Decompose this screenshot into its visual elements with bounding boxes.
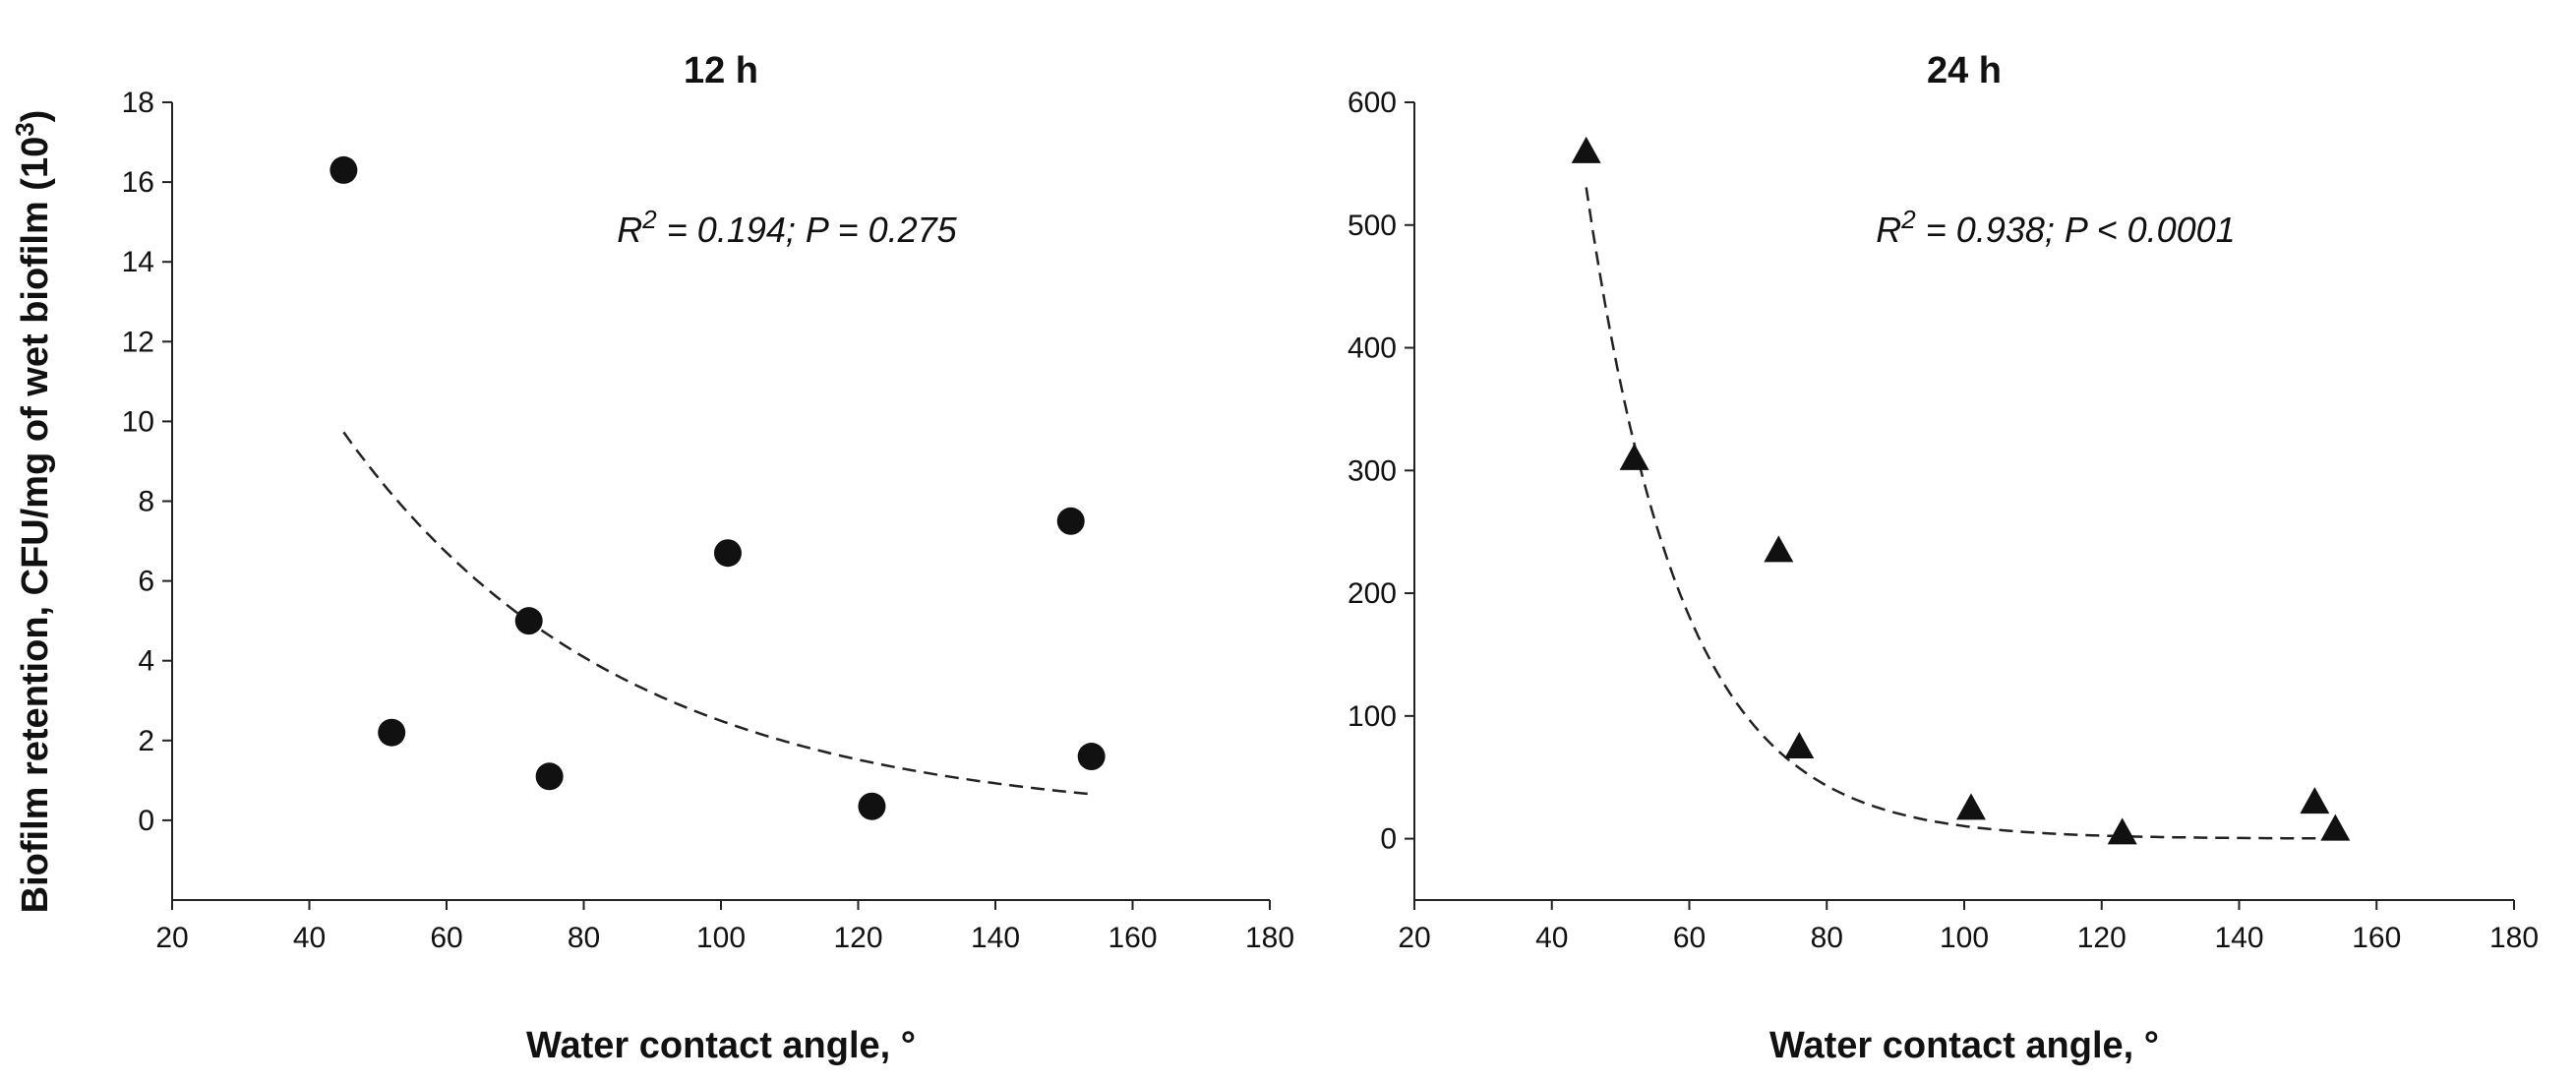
data-point	[1056, 507, 1085, 535]
y-tick-label: 18	[122, 87, 154, 119]
y-tick-label: 400	[1348, 332, 1397, 365]
x-tick-label: 60	[1673, 922, 1706, 954]
chart-panel-12h: 12 h Water contact angle, ° R2 = 0.194; …	[122, 50, 1294, 1066]
y-tick-label: 500	[1348, 210, 1397, 242]
y-tick-label: 16	[122, 166, 154, 199]
chart-title: 12 h	[684, 50, 758, 91]
y-tick-label: 300	[1348, 454, 1397, 487]
data-point	[858, 792, 886, 820]
data-point	[514, 607, 543, 635]
y-tick-label: 4	[138, 645, 154, 678]
chart-annotation: R2 = 0.194; P = 0.275	[617, 205, 957, 250]
annotation-r-sup: 2	[641, 205, 657, 234]
y-tick-label: 6	[138, 566, 154, 598]
x-tick-label: 180	[2489, 922, 2539, 954]
x-tick-label: 120	[2077, 922, 2127, 954]
x-tick-label: 20	[155, 922, 188, 954]
data-point	[2300, 787, 2330, 814]
x-tick-label: 140	[2214, 922, 2263, 954]
data-point	[1619, 443, 1649, 470]
x-tick-label: 80	[1811, 922, 1843, 954]
y-tick-label: 0	[1380, 823, 1397, 856]
x-tick-label: 20	[1398, 922, 1430, 954]
y-axis-title-close: )	[15, 110, 56, 123]
data-point	[378, 718, 406, 747]
data-point	[1784, 732, 1815, 759]
y-tick-label: 100	[1348, 700, 1397, 733]
x-tick-label: 120	[833, 922, 882, 954]
x-tick-label: 160	[2352, 922, 2401, 954]
data-point	[2107, 817, 2137, 845]
data-point	[1955, 793, 1986, 820]
x-tick-label: 160	[1108, 922, 1157, 954]
annotation-r: R	[617, 210, 642, 250]
x-tick-label: 60	[430, 922, 462, 954]
y-tick-label: 12	[122, 326, 154, 358]
y-tick-label: 600	[1348, 87, 1397, 119]
data-point	[2320, 813, 2351, 841]
y-tick-label: 8	[138, 486, 154, 518]
x-tick-label: 140	[971, 922, 1020, 954]
trendline	[342, 431, 1092, 796]
x-axis-title: Water contact angle, °	[526, 1025, 916, 1066]
data-point	[1077, 743, 1106, 771]
y-tick-label: 14	[122, 246, 154, 278]
y-axis-title: Biofilm retention, CFU/mg of wet biofilm…	[10, 110, 56, 914]
y-tick-label: 0	[138, 805, 154, 837]
y-tick-label: 200	[1348, 577, 1397, 610]
x-tick-label: 180	[1245, 922, 1294, 954]
data-point	[329, 155, 358, 184]
y-tick-label: 2	[138, 725, 154, 757]
data-point	[1571, 136, 1601, 163]
data-point	[713, 539, 742, 568]
x-tick-label: 100	[696, 922, 746, 954]
chart-panel-24h: 24 h Water contact angle, ° R2 = 0.938; …	[1348, 50, 2539, 1066]
x-tick-label: 40	[1535, 922, 1568, 954]
annotation-r: R	[1876, 210, 1901, 250]
x-axis-title: Water contact angle, °	[1769, 1025, 2159, 1066]
y-tick-label: 10	[122, 405, 154, 438]
x-tick-label: 40	[293, 922, 326, 954]
chart-annotation: R2 = 0.938; P < 0.0001	[1876, 205, 2235, 250]
trendline	[1585, 187, 2336, 840]
x-tick-label: 80	[568, 922, 600, 954]
chart-title: 24 h	[1927, 50, 2002, 91]
y-axis-title-sup: 3	[10, 122, 39, 136]
y-axis-title-main: Biofilm retention, CFU/mg of wet biofilm…	[15, 137, 56, 914]
annotation-r-sup: 2	[1900, 205, 1916, 234]
annotation-stats: = 0.194; P = 0.275	[657, 210, 958, 250]
x-tick-label: 100	[1940, 922, 1989, 954]
annotation-stats: = 0.938; P < 0.0001	[1916, 210, 2236, 250]
data-point	[535, 762, 564, 791]
data-point	[1764, 535, 1794, 563]
